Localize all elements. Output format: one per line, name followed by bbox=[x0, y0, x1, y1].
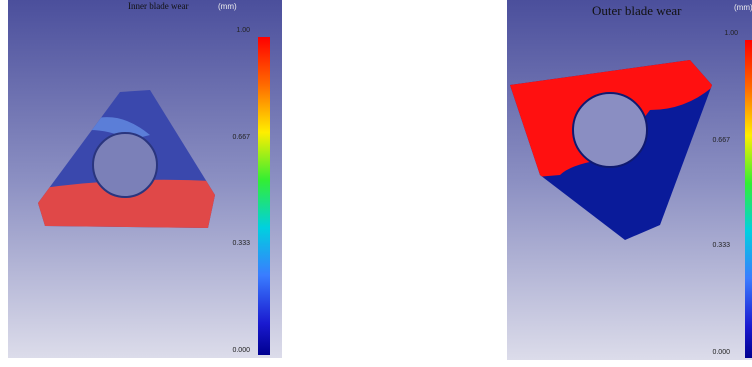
scale-label: 0.000 bbox=[712, 349, 730, 356]
scale-label: 0.333 bbox=[712, 242, 730, 249]
scale-label: 1.00 bbox=[724, 30, 738, 37]
scale-label: 1.00 bbox=[236, 27, 250, 34]
outer-panel: Outer blade wear (mm) 1.00 0.667 0.333 0… bbox=[500, 0, 752, 360]
insert-hole bbox=[573, 93, 647, 167]
panel-unit: (mm) bbox=[218, 2, 237, 11]
scale-label: 0.333 bbox=[232, 240, 250, 247]
insert-hole bbox=[93, 133, 157, 197]
figure-canvas: Inner blade wear (mm) 1.00 0.667 0.333 0… bbox=[0, 0, 752, 367]
color-scale bbox=[745, 40, 752, 358]
figure: Inner blade wear (mm) 1.00 0.667 0.333 0… bbox=[0, 0, 752, 367]
inner-panel: Inner blade wear (mm) 1.00 0.667 0.333 0… bbox=[8, 0, 282, 358]
scale-label: 0.667 bbox=[712, 137, 730, 144]
panel-unit: (mm) bbox=[734, 3, 752, 12]
color-scale bbox=[258, 37, 270, 355]
panel-title: Outer blade wear bbox=[592, 3, 682, 18]
scale-label: 0.667 bbox=[232, 134, 250, 141]
panel-title: Inner blade wear bbox=[128, 1, 188, 11]
scale-label: 0.000 bbox=[232, 347, 250, 354]
